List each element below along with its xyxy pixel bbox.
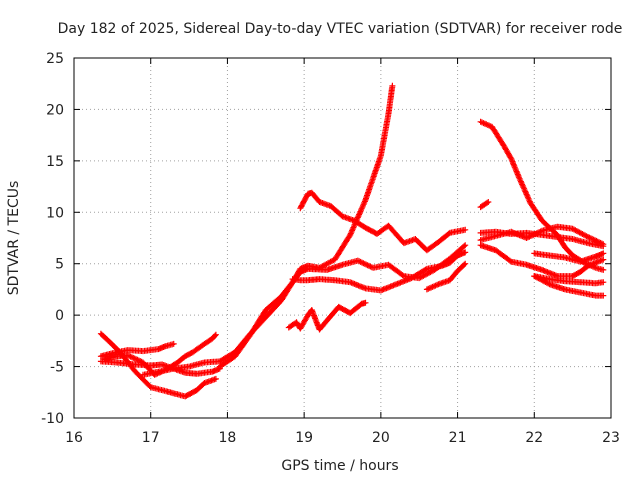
x-tick-label: 21	[449, 430, 467, 446]
series-track-11	[477, 199, 492, 211]
x-tick-label: 19	[295, 430, 313, 446]
series-track-15	[477, 242, 607, 280]
x-tick-label: 16	[65, 430, 83, 446]
y-tick-label: 20	[46, 102, 64, 118]
series-track-9	[285, 299, 369, 333]
series-track-10	[423, 260, 469, 293]
y-tick-label: 0	[55, 308, 64, 324]
plot-frame	[73, 57, 612, 419]
y-tick-label: 10	[46, 205, 64, 221]
data-series	[97, 82, 607, 400]
x-tick-label: 22	[525, 430, 543, 446]
y-axis-label: SDTVAR / TECUs	[6, 181, 22, 296]
series-track-7	[289, 249, 469, 294]
series-track-8	[297, 189, 469, 254]
x-tick-label: 23	[602, 430, 620, 446]
y-tick-label: 25	[46, 51, 64, 67]
series-track-14	[477, 223, 607, 248]
series-track-18	[531, 250, 607, 265]
y-tick-label: -10	[41, 411, 64, 427]
chart-title: Day 182 of 2025, Sidereal Day-to-day VTE…	[58, 21, 623, 37]
x-tick-label: 20	[372, 430, 390, 446]
x-tick-label: 17	[142, 430, 160, 446]
x-axis-label: GPS time / hours	[281, 458, 398, 474]
y-tick-label: 15	[46, 154, 64, 170]
x-tick-label: 18	[219, 430, 237, 446]
y-tick-label: 5	[55, 257, 64, 273]
y-tick-label: -5	[50, 360, 64, 376]
axis-ticks: 16 17 18 19 20 21 22 23 -10 -5 0 5 10 15 20 25	[41, 51, 620, 446]
series-track-17	[531, 273, 607, 299]
